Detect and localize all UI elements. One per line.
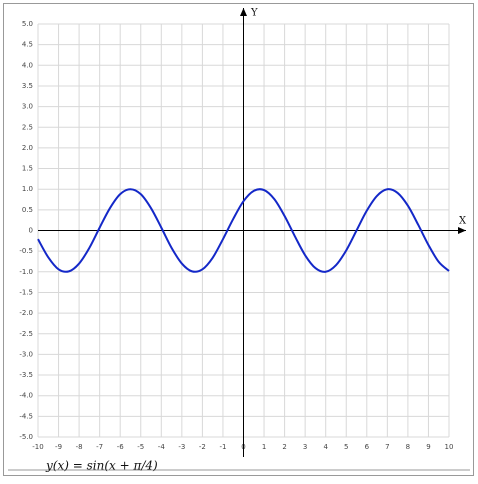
x-tick-label: -4 — [158, 443, 166, 451]
x-tick-label: -8 — [76, 443, 83, 451]
y-tick-label: 2.0 — [22, 144, 33, 152]
y-tick-label: 1.0 — [22, 185, 33, 193]
frame — [3, 3, 474, 476]
y-axis-label: Y — [250, 8, 258, 19]
y-tick-label: 3.5 — [22, 82, 33, 90]
x-tick-label: -6 — [117, 443, 125, 451]
y-tick-label: 4.0 — [22, 61, 33, 69]
x-tick-label: 7 — [385, 443, 389, 451]
x-tick-label: -9 — [55, 443, 62, 451]
y-tick-label: -1.5 — [19, 288, 33, 296]
y-tick-label: -3.0 — [19, 350, 33, 358]
y-tick-label: -2.0 — [19, 309, 33, 317]
y-tick-label: 0 — [29, 227, 33, 235]
y-tick-label: 1.5 — [22, 165, 33, 173]
y-tick-label: -1.0 — [19, 268, 33, 276]
x-tick-label: 4 — [323, 443, 328, 451]
x-tick-label: 3 — [303, 443, 307, 451]
x-axis-label: X — [459, 216, 467, 227]
y-tick-label: -5.0 — [19, 433, 33, 441]
y-tick-label: -0.5 — [19, 247, 33, 255]
formula: y(x) = sin(x + π/4) — [45, 459, 158, 473]
x-tick-label: -2 — [199, 443, 206, 451]
y-tick-label: 0.5 — [22, 206, 33, 214]
x-axis-arrow — [458, 227, 466, 234]
x-tick-label: 9 — [426, 443, 430, 451]
y-tick-label: -2.5 — [19, 330, 33, 338]
x-tick-label: 1 — [262, 443, 266, 451]
x-tick-label: -1 — [219, 443, 226, 451]
x-tick-label: 2 — [282, 443, 286, 451]
y-tick-label: 4.5 — [22, 41, 33, 49]
y-tick-label: -4.5 — [19, 412, 33, 420]
x-tick-label: 5 — [344, 443, 348, 451]
x-tick-label: 6 — [365, 443, 370, 451]
y-tick-label: -3.5 — [19, 371, 33, 379]
x-tick-label: 8 — [406, 443, 410, 451]
y-tick-label: -4.0 — [19, 392, 33, 400]
y-tick-label: 3.0 — [22, 103, 33, 111]
y-tick-label: 5.0 — [22, 20, 33, 28]
x-tick-label: -3 — [178, 443, 185, 451]
x-tick-label: -10 — [32, 443, 43, 451]
x-tick-label: -5 — [137, 443, 144, 451]
x-tick-label: 10 — [445, 443, 454, 451]
y-axis-arrow — [240, 8, 247, 16]
x-tick-label: -7 — [96, 443, 103, 451]
y-tick-label: 2.5 — [22, 123, 33, 131]
curve — [37, 188, 450, 273]
